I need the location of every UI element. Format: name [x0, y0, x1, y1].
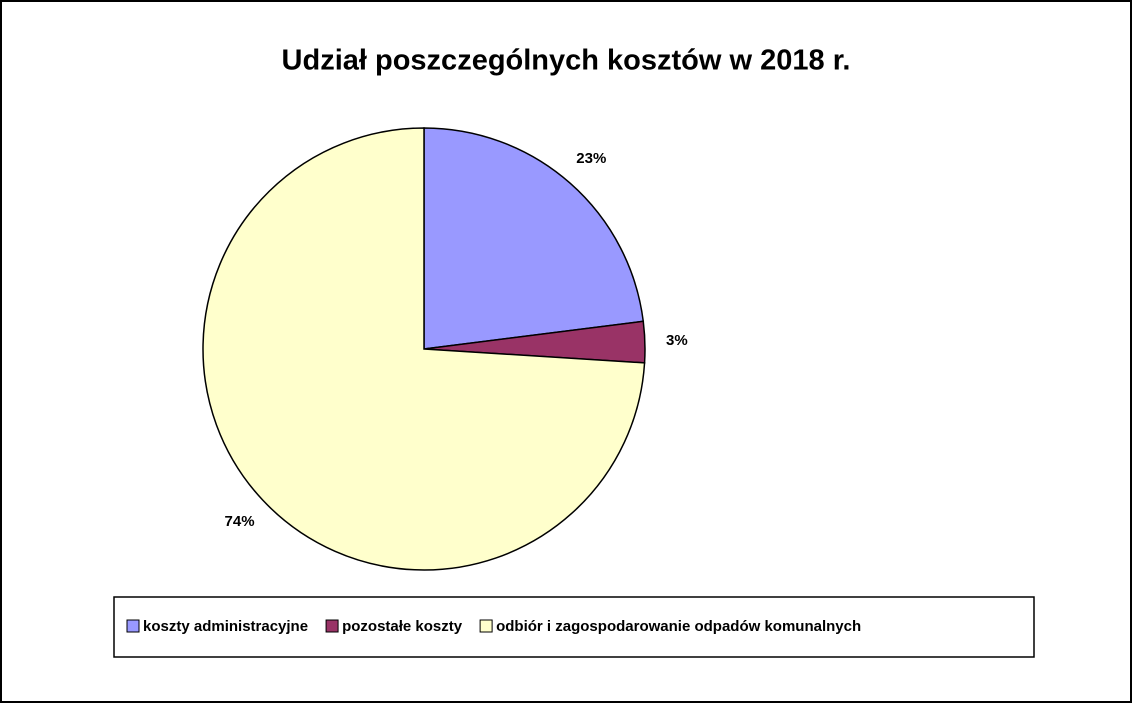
- legend-label: pozostałe koszty: [342, 618, 463, 635]
- chart-title: Udział poszczególnych kosztów w 2018 r.: [282, 45, 851, 77]
- legend-swatch: [126, 619, 140, 633]
- data-label: 3%: [666, 332, 688, 349]
- legend-swatch: [479, 619, 493, 633]
- data-label: 74%: [225, 513, 255, 530]
- legend-box: [113, 596, 1035, 658]
- legend: koszty administracyjne pozostałe koszty od…: [126, 618, 861, 635]
- legend-label: koszty administracyjne: [143, 618, 308, 635]
- pie-slice: [202, 127, 646, 571]
- pie-slice: [423, 127, 645, 350]
- data-label: 23%: [576, 150, 606, 167]
- legend-label: odbiór i zagospodarowanie odpadów komuna…: [496, 618, 861, 635]
- legend-swatch: [325, 619, 339, 633]
